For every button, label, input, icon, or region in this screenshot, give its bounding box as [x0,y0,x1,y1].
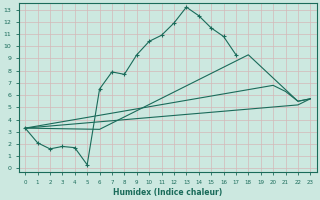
X-axis label: Humidex (Indice chaleur): Humidex (Indice chaleur) [113,188,222,197]
